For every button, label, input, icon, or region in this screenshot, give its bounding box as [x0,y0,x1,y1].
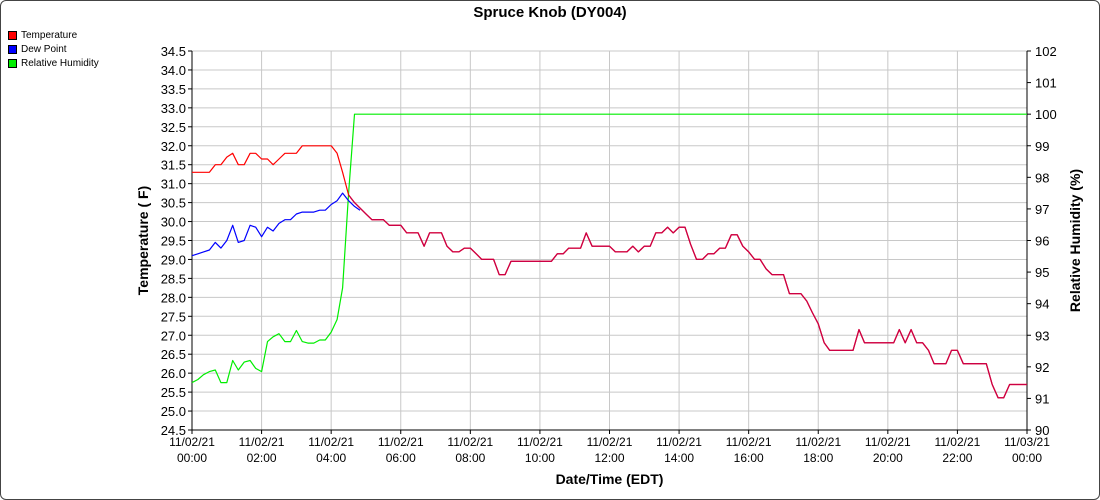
y-left-tick-label: 30.5 [161,196,186,211]
y-left-tick-label: 28.0 [161,290,186,305]
x-tick-time-label: 00:00 [177,451,207,465]
y-right-tick-label: 99 [1035,139,1049,154]
x-tick-time-label: 04:00 [316,451,346,465]
x-tick-time-label: 00:00 [1012,451,1042,465]
x-tick-date-label: 11/02/21 [169,435,215,449]
legend-swatch-dew-point [8,44,17,54]
y-right-tick-label: 97 [1035,202,1049,217]
y-right-tick-label: 98 [1035,170,1049,185]
x-tick-date-label: 11/02/21 [239,435,285,449]
series-line-relative-humidity [191,113,1027,384]
x-tick-date-label: 11/02/21 [587,435,633,449]
y-left-tick-label: 31.0 [161,177,186,192]
y-left-tick-label: 32.5 [161,120,186,135]
chart-title: Spruce Knob (DY004) [473,4,627,21]
x-tick-time-label: 16:00 [734,451,764,465]
y-right-tick-label: 92 [1035,360,1049,375]
y-right-axis-title: Relative Humidity (%) [1067,169,1083,312]
y-left-tick-label: 27.5 [161,309,186,324]
x-tick-date-label: 11/02/21 [865,435,911,449]
y-left-tick-label: 27.0 [161,328,186,343]
y-left-tick-label: 32.0 [161,139,186,154]
y-right-tick-label: 96 [1035,234,1049,249]
x-tick-time-label: 20:00 [873,451,903,465]
y-left-tick-label: 26.0 [161,366,186,381]
legend-label-relative-humidity: Relative Humidity [21,57,99,69]
y-left-tick-label: 30.0 [161,215,186,230]
legend-item-temperature: Temperature [8,28,99,42]
x-tick-date-label: 11/02/21 [308,435,354,449]
legend-label-temperature: Temperature [21,29,78,41]
y-left-tick-label: 33.5 [161,82,186,97]
x-tick-time-label: 14:00 [664,451,694,465]
x-tick-date-label: 11/03/21 [1004,435,1050,449]
x-tick-date-label: 11/02/21 [378,435,424,449]
y-right-tick-label: 95 [1035,265,1049,280]
y-right-tick-label: 102 [1035,44,1057,59]
legend-swatch-temperature [8,30,17,40]
y-left-tick-label: 25.5 [161,385,186,400]
x-tick-date-label: 11/02/21 [935,435,981,449]
x-tick-time-label: 02:00 [247,451,277,465]
chart-legend: Temperature Dew Point Relative Humidity [8,28,99,70]
y-right-tick-label: 94 [1035,297,1049,312]
x-tick-time-label: 10:00 [525,451,555,465]
y-left-tick-label: 29.5 [161,234,186,249]
legend-swatch-relative-humidity [8,58,17,68]
y-right-tick-label: 93 [1035,328,1049,343]
y-left-tick-label: 29.0 [161,252,186,267]
x-axis-title: Date/Time (EDT) [556,471,664,487]
series-line-temperature-dew-point-merged [348,194,1027,399]
legend-label-dew-point: Dew Point [21,43,67,55]
y-left-tick-label: 28.5 [161,271,186,286]
y-left-tick-label: 31.5 [161,158,186,173]
series-line-dew-point [191,192,361,257]
y-left-tick-label: 34.0 [161,63,186,78]
x-tick-time-label: 22:00 [942,451,972,465]
legend-item-dew-point: Dew Point [8,42,99,56]
y-right-tick-label: 100 [1035,107,1057,122]
x-tick-date-label: 11/02/21 [447,435,493,449]
legend-item-relative-humidity: Relative Humidity [8,56,99,70]
x-tick-time-label: 06:00 [386,451,416,465]
y-left-tick-label: 24.5 [161,423,186,438]
x-tick-date-label: 11/02/21 [656,435,702,449]
y-left-axis-title: Temperature ( F) [135,186,151,295]
y-right-tick-label: 90 [1035,423,1049,438]
y-left-tick-label: 25.0 [161,404,186,419]
y-left-tick-label: 33.0 [161,101,186,116]
x-tick-date-label: 11/02/21 [726,435,772,449]
x-tick-time-label: 18:00 [803,451,833,465]
x-tick-time-label: 08:00 [455,451,485,465]
x-tick-date-label: 11/02/21 [795,435,841,449]
x-tick-time-label: 12:00 [594,451,624,465]
y-right-tick-label: 101 [1035,76,1057,91]
y-left-tick-label: 26.5 [161,347,186,362]
x-tick-date-label: 11/02/21 [517,435,563,449]
y-left-tick-label: 34.5 [161,44,186,59]
y-right-tick-label: 91 [1035,391,1049,406]
